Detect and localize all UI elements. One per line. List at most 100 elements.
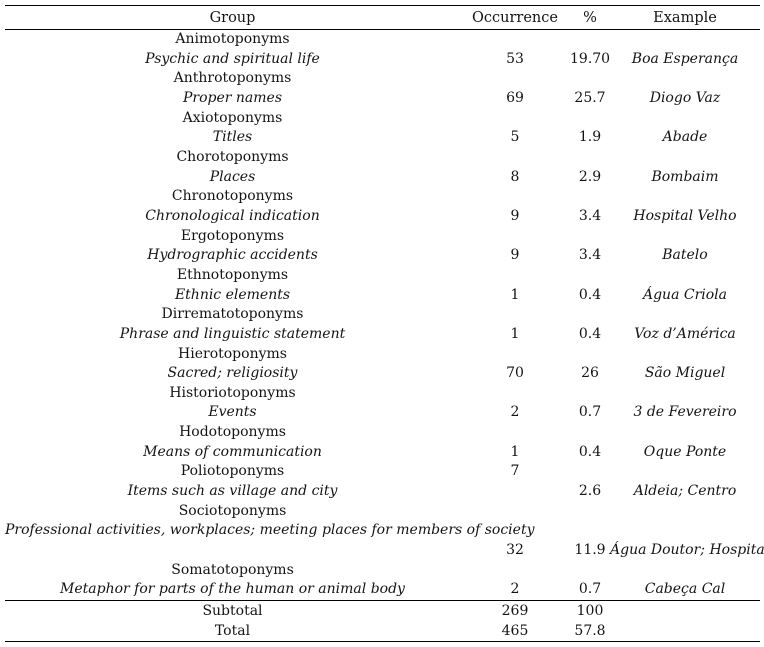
group-cell: Means of communication (143, 443, 322, 460)
table-row: Axiotoponyms (5, 109, 760, 129)
group-cell: Animotoponyms (175, 31, 290, 47)
percent-cell: 100 (576, 603, 604, 620)
percent-cell (570, 266, 610, 286)
table-row: Total 465 57.8 (5, 621, 760, 642)
example-cell (610, 69, 760, 89)
example-cell: Diogo Vaz (649, 89, 721, 106)
group-cell: Ethnotoponyms (176, 266, 289, 283)
example-cell: Batelo (662, 247, 708, 264)
example-cell: Boa Esperança (631, 50, 739, 67)
percent-cell: 11.9 (574, 542, 606, 559)
occurrence-cell (460, 109, 570, 129)
example-cell: Bombaim (651, 168, 719, 185)
table-row: Means of communication 1 0.4 Oque Ponte (5, 443, 760, 463)
percent-cell: 0.4 (578, 325, 602, 342)
percent-cell (570, 462, 610, 482)
group-cell: Professional activities, workplaces; mee… (5, 522, 535, 539)
example-cell (610, 305, 760, 325)
group-cell: Proper names (182, 89, 283, 106)
group-cell: Phrase and linguistic statement (119, 325, 346, 342)
example-cell (610, 423, 760, 443)
table-row: Items such as village and city 2.6 Aldeia;… (5, 482, 760, 502)
column-header-occurrence: Occurrence (472, 9, 558, 26)
example-cell: Abade (662, 129, 708, 146)
table-row: Hierotoponyms (5, 345, 760, 365)
table-row: Metaphor for parts of the human or anima… (5, 580, 760, 600)
header-row: Group Occurrence % Example (5, 6, 760, 30)
group-cell (5, 541, 460, 561)
example-cell: Cabeça Cal (644, 581, 726, 598)
group-cell: Axiotoponyms (182, 109, 283, 126)
occurrence-cell (460, 561, 570, 581)
table-row: Psychic and spiritual life 53 19.70 Boa Esp… (5, 50, 760, 70)
group-cell: Hodotoponyms (179, 424, 286, 441)
table-row: Titles 5 1.9 Abade (5, 128, 760, 148)
table-row: Subtotal 269 100 (5, 601, 760, 622)
example-cell: Água Criola (642, 286, 728, 303)
percent-cell: 3.4 (578, 247, 602, 264)
occurrence-cell (460, 148, 570, 168)
table-row: Professional activities, workplaces; mee… (5, 521, 760, 541)
example-cell (610, 521, 760, 541)
group-cell: Ethnic elements (174, 286, 291, 303)
occurrence-cell: 1 (510, 325, 520, 342)
percent-cell (570, 384, 610, 404)
occurrence-cell (460, 305, 570, 325)
occurrence-cell: 1 (510, 286, 520, 303)
table-row: Ergotoponyms (5, 227, 760, 247)
occurrence-cell: 269 (501, 603, 529, 620)
example-cell (610, 601, 760, 622)
table-row: Animotoponyms (5, 30, 760, 50)
group-cell: Sacred; religiosity (167, 365, 298, 382)
group-cell: Sociotoponyms (178, 502, 287, 519)
percent-cell (570, 305, 610, 325)
percent-cell (570, 109, 610, 129)
table-row: Chorotoponyms (5, 148, 760, 168)
example-cell (610, 266, 760, 286)
percent-cell (570, 561, 610, 581)
example-cell (610, 462, 760, 482)
example-cell (610, 148, 760, 168)
table-row: Anthrotoponyms (5, 69, 760, 89)
table-row: Hydrographic accidents 9 3.4 Batelo (5, 246, 760, 266)
table-row: Historiotoponyms (5, 384, 760, 404)
occurrence-cell: 9 (510, 207, 520, 224)
table-row: Chronological indication 9 3.4 Hospital Vel… (5, 207, 760, 227)
example-cell (610, 502, 760, 522)
percent-cell: 1.9 (578, 129, 602, 146)
percent-cell: 3.4 (578, 207, 602, 224)
table-row: Sociotoponyms (5, 502, 760, 522)
occurrence-cell: 7 (510, 463, 520, 480)
table-row: Dirrematotoponyms (5, 305, 760, 325)
percent-cell: 26 (581, 365, 599, 382)
group-cell: Somatotoponyms (171, 561, 294, 578)
occurrence-cell: 69 (506, 89, 524, 106)
group-cell: Ergotoponyms (180, 227, 285, 244)
percent-cell (570, 148, 610, 168)
group-cell: Metaphor for parts of the human or anima… (60, 581, 405, 598)
table-totals: Subtotal 269 100 Total 465 57.8 (5, 600, 760, 642)
toponym-classification-table: Group Occurrence % Example Animotoponyms… (5, 5, 764, 643)
group-cell: Historiotoponyms (169, 384, 296, 401)
occurrence-cell (460, 266, 570, 286)
percent-cell (570, 423, 610, 443)
group-cell: Total (214, 623, 251, 640)
occurrence-cell (460, 187, 570, 207)
occurrence-cell (460, 502, 570, 522)
percent-cell: 0.7 (578, 404, 602, 421)
percent-cell: 2.9 (578, 168, 602, 185)
table-row: Somatotoponyms (5, 561, 760, 581)
column-header-example: Example (653, 9, 717, 26)
example-cell: Aldeia; Centro (633, 483, 737, 500)
table-row: Places 8 2.9 Bombaim (5, 168, 760, 188)
percent-cell: 2.6 (578, 483, 602, 500)
occurrence-cell (460, 423, 570, 443)
occurrence-cell (460, 227, 570, 247)
example-cell: Voz d’América (634, 325, 736, 342)
example-cell (610, 187, 760, 207)
example-cell (610, 384, 760, 404)
percent-cell (570, 30, 610, 50)
example-cell: Oque Ponte (643, 443, 727, 460)
occurrence-cell (460, 482, 570, 502)
percent-cell: 0.7 (578, 581, 602, 598)
